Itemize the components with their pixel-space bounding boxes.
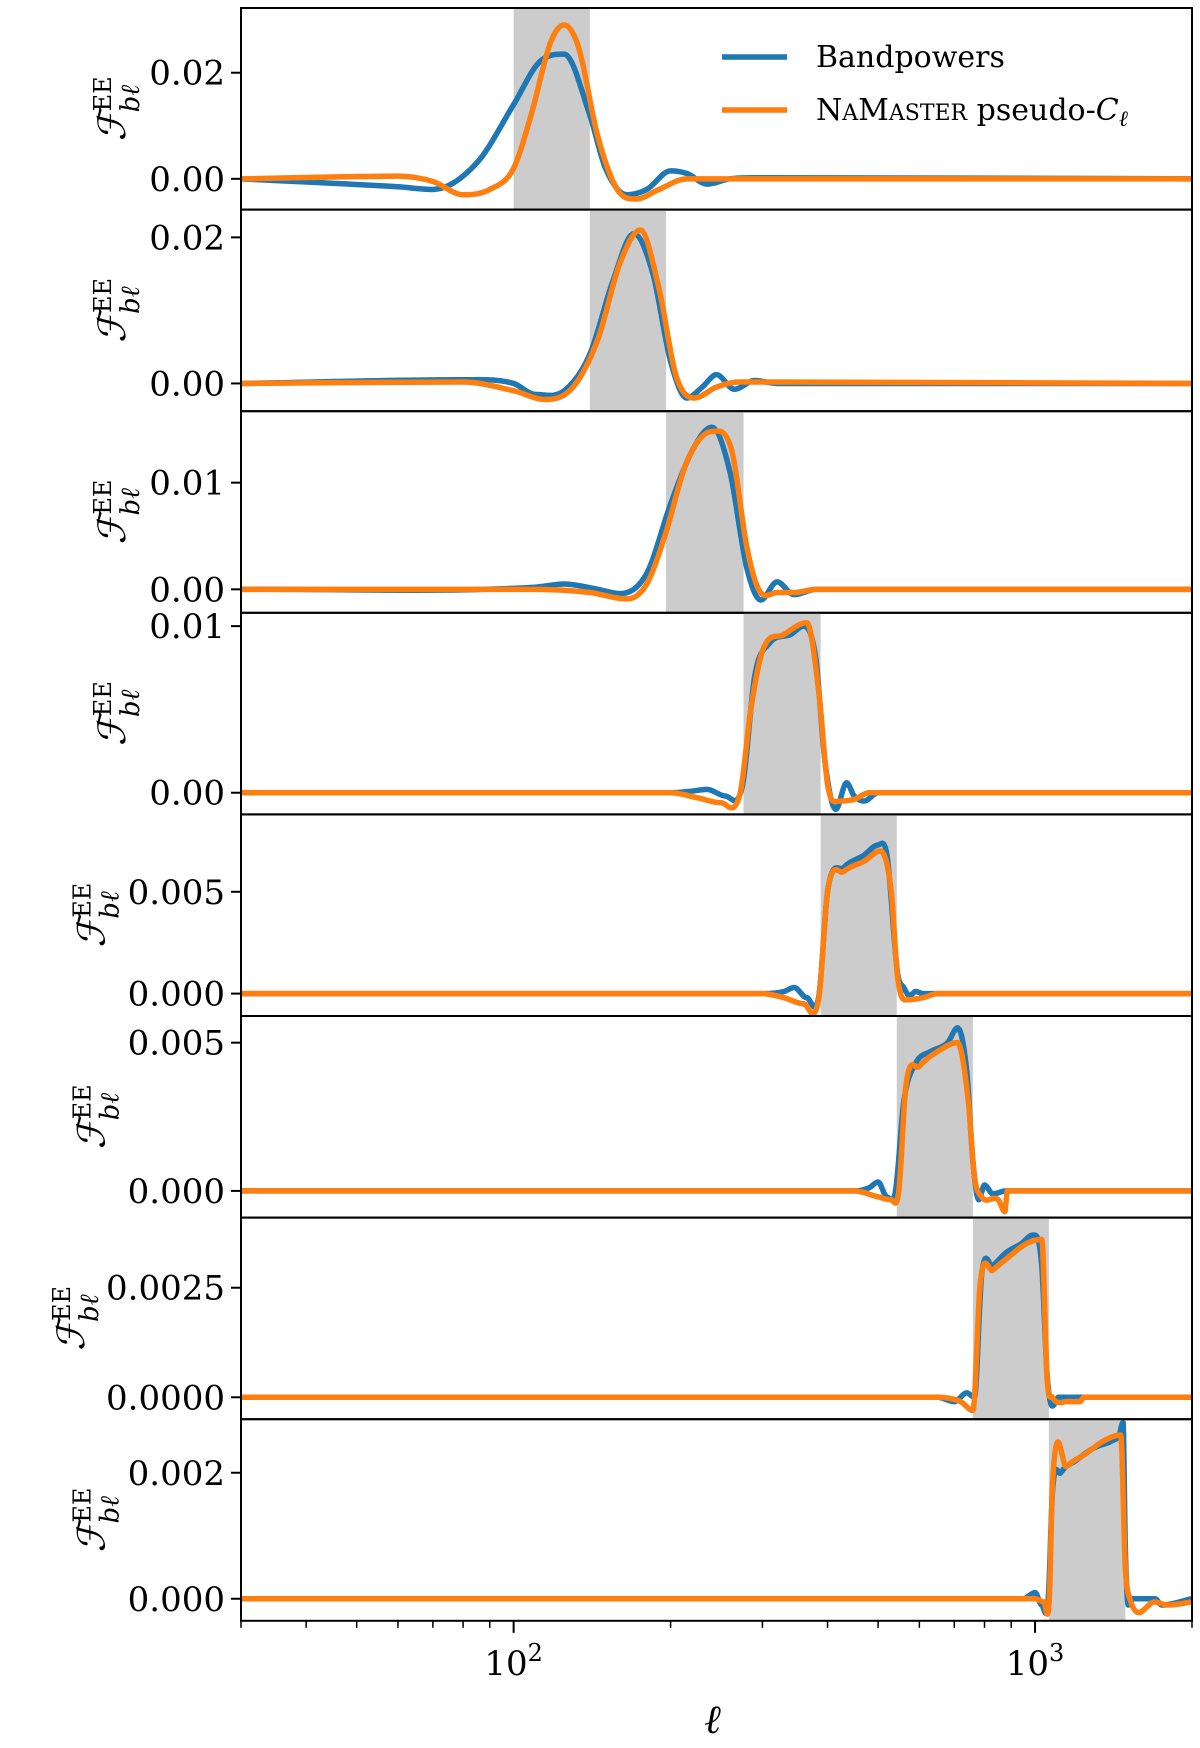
- bandpowers-line: [241, 623, 1192, 813]
- namaster-line: [241, 22, 1192, 202]
- y-axis-label: ℱEEbℓ: [89, 278, 146, 343]
- y-label-sub: bℓ: [96, 1093, 126, 1121]
- legend-label-part: ℓ: [1119, 107, 1129, 132]
- y-tick-label: 0.02: [149, 54, 225, 94]
- y-axis-label: ℱEEbℓ: [48, 1286, 105, 1351]
- namaster-line: [241, 428, 1192, 602]
- y-tick-label: 0.01: [149, 607, 225, 647]
- y-tick-label: 0.00: [149, 774, 225, 814]
- y-label-sup: EE: [69, 1488, 97, 1523]
- panel-frame: [240, 813, 1193, 1018]
- legend-label-part: C: [1096, 93, 1119, 128]
- bandpowers-line: [241, 1025, 1192, 1203]
- y-label-sub: bℓ: [75, 1294, 105, 1322]
- y-tick-label: 0.02: [149, 218, 225, 258]
- namaster-line: [241, 848, 1192, 1017]
- y-label-sub: bℓ: [116, 85, 146, 113]
- panel-frame: [240, 1418, 1193, 1622]
- y-tick-label: 0.000: [128, 1580, 225, 1620]
- y-label-sub: bℓ: [116, 488, 146, 516]
- x-tick-base: 10: [1006, 1644, 1049, 1684]
- curves: [241, 227, 1192, 403]
- y-tick-label: 0.005: [128, 873, 225, 913]
- x-axis-label: ℓ: [704, 1697, 721, 1743]
- y-tick-label: 0.005: [128, 1024, 225, 1064]
- x-tick-base: 10: [484, 1644, 527, 1684]
- y-tick-label: 0.00: [149, 160, 225, 200]
- y-tick-label: 0.002: [128, 1454, 225, 1494]
- y-label-sup: EE: [69, 883, 97, 918]
- legend-label-bandpowers: Bandpowers: [816, 40, 1005, 75]
- band-region: [666, 411, 744, 613]
- namaster-line: [241, 1432, 1192, 1617]
- panel-frame: [240, 611, 1193, 816]
- curves: [241, 620, 1192, 813]
- y-axis-label: ℱEEbℓ: [89, 76, 146, 141]
- y-label-sup: EE: [69, 1084, 97, 1119]
- legend-label-part: pseudo-: [967, 93, 1096, 128]
- y-axis-label: ℱEEbℓ: [69, 1488, 126, 1553]
- y-label-sup: EE: [89, 681, 117, 716]
- y-label-sup: EE: [48, 1286, 76, 1321]
- legend-label-part: M: [858, 93, 889, 128]
- y-label-sub: bℓ: [96, 891, 126, 919]
- y-axis-label: ℱEEbℓ: [89, 681, 146, 746]
- x-tick-label: 102: [484, 1639, 543, 1684]
- namaster-line: [241, 620, 1192, 811]
- y-tick-label: 0.0025: [106, 1269, 225, 1309]
- legend-label-namaster: NAMASTER pseudo-Cℓ: [816, 93, 1129, 132]
- y-tick-label: 0.000: [128, 1172, 225, 1212]
- y-label-sub: bℓ: [96, 1496, 126, 1524]
- y-label-sub: bℓ: [116, 286, 146, 314]
- band-region: [743, 612, 821, 815]
- curves: [241, 1232, 1192, 1414]
- x-tick-exp: 2: [528, 1639, 543, 1667]
- curves: [241, 22, 1192, 202]
- y-label-sup: EE: [89, 76, 117, 111]
- namaster-line: [241, 227, 1192, 403]
- curves: [241, 1025, 1192, 1215]
- curves: [241, 840, 1192, 1017]
- y-tick-label: 0.00: [149, 364, 225, 404]
- y-tick-label: 0.00: [149, 570, 225, 610]
- y-label-sup: EE: [89, 480, 117, 515]
- y-label-sup: EE: [89, 278, 117, 313]
- namaster-line: [241, 1236, 1192, 1414]
- curves: [241, 424, 1192, 603]
- y-axis-label: ℱEEbℓ: [69, 883, 126, 948]
- y-axis-label: ℱEEbℓ: [69, 1084, 126, 1149]
- y-axis-label: ℱEEbℓ: [89, 480, 146, 545]
- namaster-line: [241, 1039, 1192, 1215]
- legend: Bandpowers NAMASTER pseudo-Cℓ: [722, 40, 1129, 132]
- bandpowers-line: [241, 230, 1192, 401]
- x-tick-label: 103: [1006, 1639, 1065, 1684]
- legend-label-part: A: [841, 101, 859, 126]
- y-label-sub: bℓ: [116, 689, 146, 717]
- x-tick-exp: 3: [1049, 1639, 1064, 1667]
- y-tick-label: 0.01: [149, 464, 225, 504]
- panel-frame: [240, 1015, 1193, 1219]
- y-tick-label: 0.0000: [106, 1378, 225, 1418]
- y-tick-label: 0.000: [128, 975, 225, 1015]
- legend-label-part: ASTER: [888, 101, 969, 126]
- curves: [241, 1419, 1192, 1617]
- bandpowers-line: [241, 840, 1192, 1010]
- legend-label-part: N: [816, 93, 842, 128]
